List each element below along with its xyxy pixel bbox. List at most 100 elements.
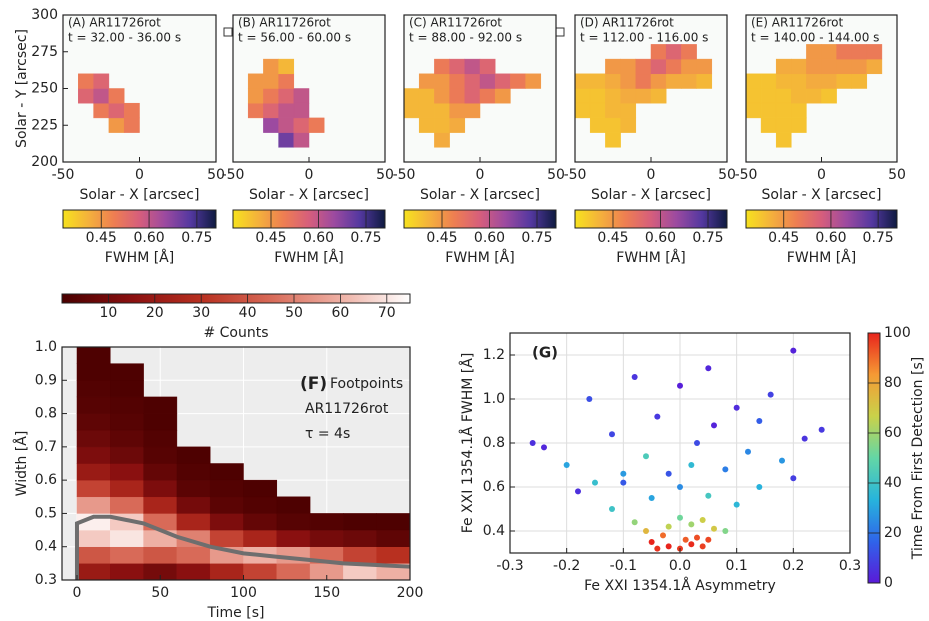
cell [605, 117, 621, 133]
cell [745, 73, 762, 89]
cell [605, 88, 621, 104]
cell [176, 446, 211, 464]
cell [143, 496, 178, 514]
panel-title: (C) AR11726rot [409, 16, 502, 30]
cell [76, 380, 111, 398]
point [620, 470, 627, 477]
x-tick-label: -50 [564, 167, 587, 183]
cell [176, 496, 211, 514]
point [654, 545, 661, 552]
annotation: AR11726rot [305, 401, 389, 417]
cell [76, 496, 111, 514]
cell [449, 73, 466, 89]
cell [123, 102, 140, 119]
cell [108, 88, 125, 104]
point [660, 532, 666, 539]
cell [263, 88, 279, 104]
y-axis-label: Width [Å] [13, 431, 30, 497]
colorbar-tick-label: 20 [146, 305, 164, 321]
colorbar-label: FWHM [Å] [787, 249, 856, 266]
y-tick-label: 0.9 [35, 372, 57, 388]
x-axis-label: Time [s] [207, 605, 265, 621]
colorbar-tick-label: 30 [192, 305, 210, 321]
y-tick-label: 1.2 [483, 347, 505, 363]
cell [449, 117, 466, 133]
point [733, 404, 740, 411]
cell [806, 73, 822, 89]
point [779, 457, 785, 464]
cell [605, 73, 621, 89]
cell [76, 446, 111, 464]
cell [635, 73, 652, 89]
cell [76, 529, 111, 547]
cell [620, 73, 637, 89]
x-tick-label: 150 [313, 585, 340, 601]
panel-title: (G) [532, 344, 558, 362]
cell [110, 413, 144, 431]
cell [276, 529, 311, 547]
cell [209, 563, 244, 581]
cell [635, 58, 652, 75]
colorbar-tick-label: 70 [378, 305, 396, 321]
panel-title: (E) AR11726rot [751, 16, 843, 30]
cell [650, 88, 667, 104]
point [677, 514, 683, 521]
cell [209, 479, 244, 498]
cell [143, 513, 178, 531]
x-tick-label: 50 [376, 167, 394, 183]
cell [620, 102, 637, 119]
cell [851, 58, 868, 75]
cell [605, 58, 621, 75]
colorbar-tick-label: 0.45 [86, 230, 117, 246]
x-tick-label: 0 [476, 167, 485, 183]
cell [464, 73, 481, 89]
colorbar-tick-label: 0.75 [350, 230, 381, 246]
point [733, 501, 740, 508]
point [699, 517, 706, 523]
cell [635, 88, 652, 104]
colorbar-tick-label: 0.75 [692, 230, 723, 246]
cell [525, 73, 542, 89]
cell [143, 529, 178, 547]
cell [464, 102, 481, 119]
cell [760, 88, 777, 104]
colorbar [745, 209, 898, 229]
cell [464, 58, 481, 75]
annotation: τ = 4s [305, 426, 350, 442]
cell [143, 396, 178, 414]
x-tick-label: -50 [393, 167, 416, 183]
cell [665, 58, 682, 75]
cell [866, 44, 883, 60]
cell [76, 346, 111, 364]
cell [605, 102, 621, 119]
cell [418, 73, 435, 89]
y-tick-label: 275 [31, 44, 58, 60]
y-tick-label: 250 [31, 81, 58, 97]
cell [263, 117, 279, 133]
x-tick-label: 0.2 [782, 558, 804, 574]
cell [449, 88, 466, 104]
cell [791, 117, 807, 133]
point [643, 528, 649, 534]
colorbar-label: # Counts [203, 325, 268, 341]
cell [589, 117, 606, 133]
panel-subtitle: t = 112.00 - 116.00 s [580, 31, 708, 45]
cell [836, 73, 852, 89]
cell [775, 88, 792, 104]
cell [108, 102, 125, 119]
cell [866, 58, 883, 75]
point [654, 413, 661, 420]
cell [479, 73, 496, 89]
x-tick-label: 50 [547, 167, 565, 183]
cell [309, 513, 344, 531]
point [688, 521, 695, 528]
cell [243, 563, 278, 581]
y-tick-label: 0.8 [483, 435, 505, 451]
cell [343, 529, 377, 547]
x-tick-label: 0 [135, 167, 144, 183]
point [575, 488, 581, 495]
cell [821, 58, 837, 75]
cell [263, 58, 279, 75]
x-tick-label: 50 [207, 167, 225, 183]
cell [209, 513, 244, 531]
